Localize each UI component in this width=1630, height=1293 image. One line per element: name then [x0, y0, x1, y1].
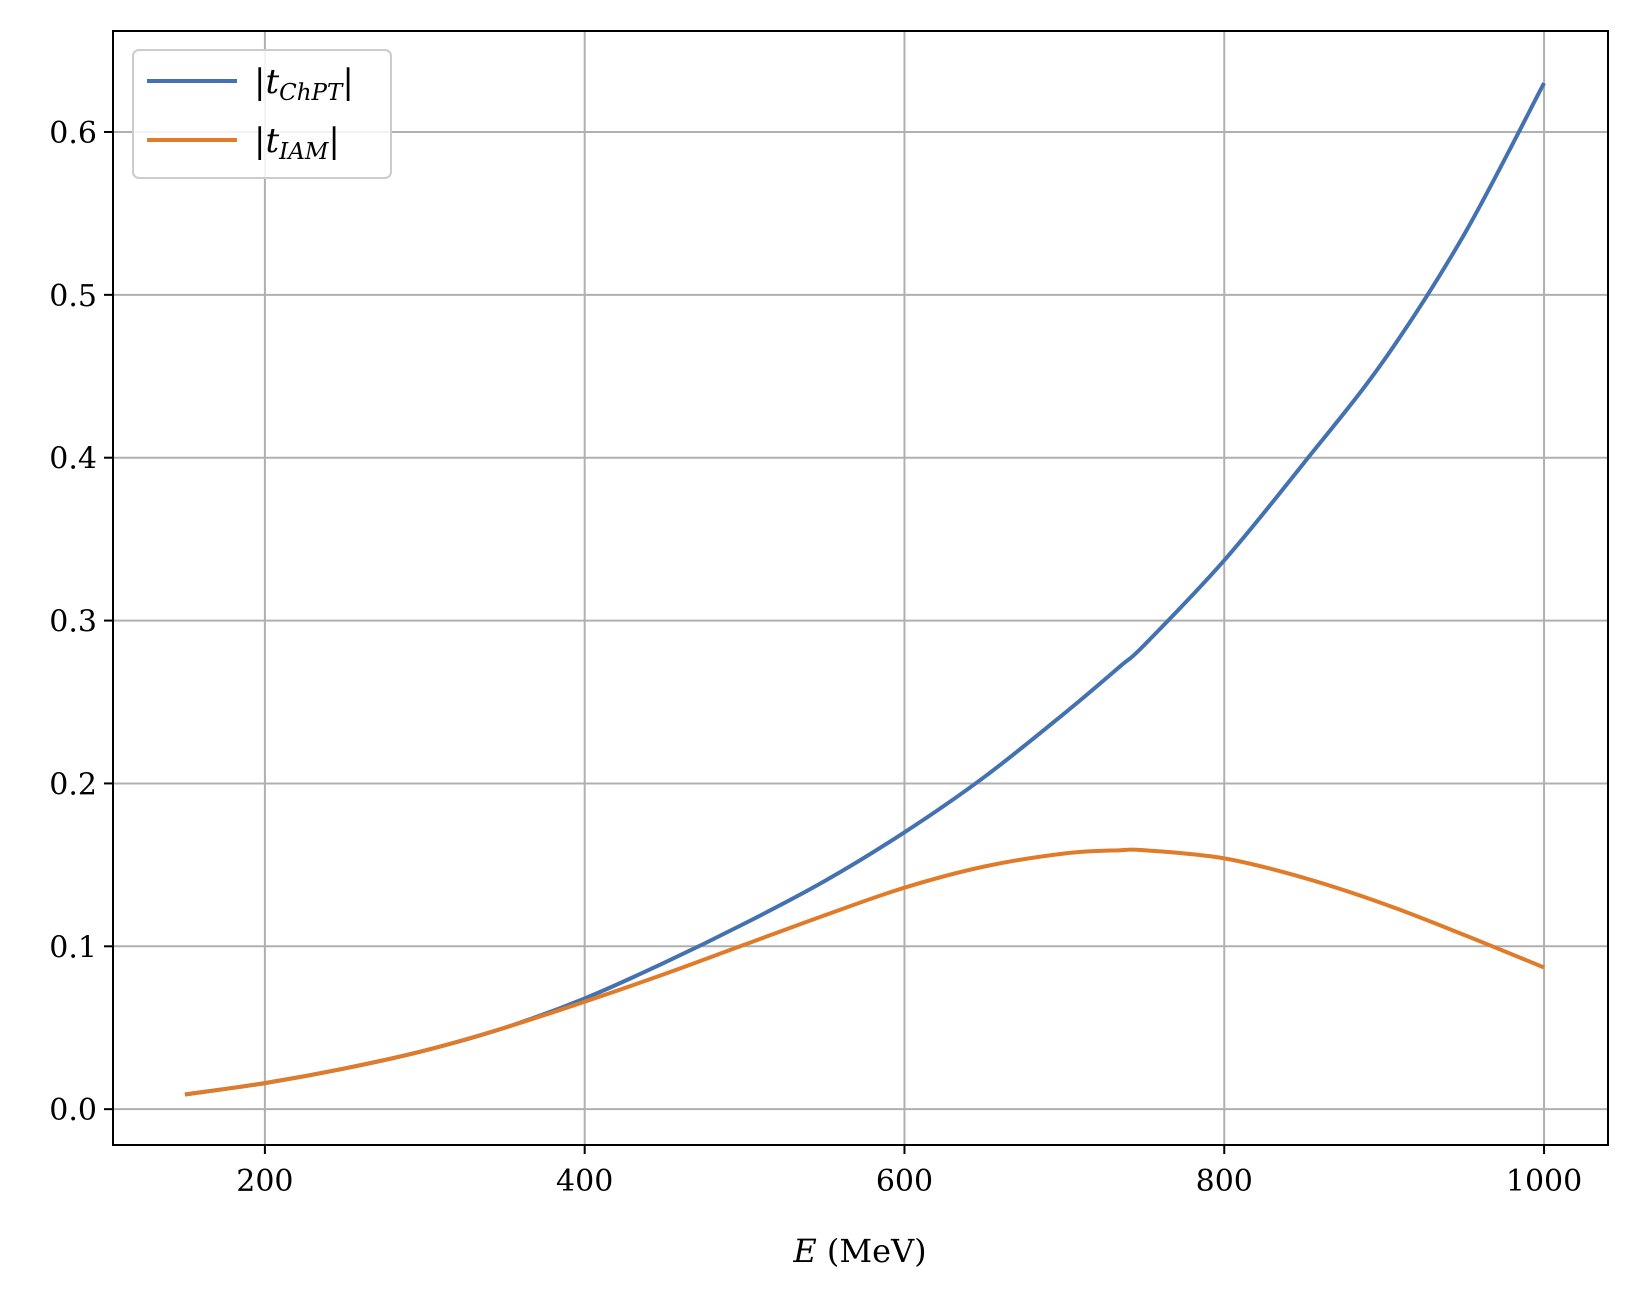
y-tick-label: 0.1: [49, 930, 97, 965]
y-tick-label: 0.0: [49, 1093, 97, 1128]
legend-label-chpt-sub: ChPT: [279, 80, 344, 106]
x-axis-label-unit: (MeV): [827, 1232, 927, 1270]
x-tick-label: 600: [876, 1164, 933, 1199]
ticks: 200 400 600 800 1000 0.0 0.1 0.2 0.3 0.4 0.5 0.6: [49, 116, 1582, 1199]
y-tick-label: 0.3: [49, 605, 97, 640]
x-axis-label: E (MeV): [792, 1232, 926, 1270]
legend-label-iam-main: t: [265, 121, 279, 161]
y-tick-label: 0.5: [49, 279, 97, 314]
series-group: [184, 82, 1546, 1097]
x-tick-label: 200: [236, 1164, 293, 1199]
legend-label-iam-sub: IAM: [278, 139, 330, 165]
legend: |tChPT| |tIAM|: [132, 49, 392, 179]
y-tick-label: 0.2: [49, 767, 97, 802]
plot-background: [113, 31, 1608, 1145]
x-axis-label-var: E: [792, 1232, 816, 1270]
plot-frame: [112, 30, 1609, 1146]
y-tick-label: 0.4: [49, 442, 97, 477]
x-tick-label: 400: [556, 1164, 613, 1199]
series-line-iam: [184, 847, 1545, 1097]
x-tick-label: 1000: [1506, 1164, 1582, 1199]
x-tick-label: 800: [1196, 1164, 1253, 1199]
legend-label-chpt-main: t: [265, 62, 279, 102]
y-tick-label: 0.6: [49, 116, 97, 151]
